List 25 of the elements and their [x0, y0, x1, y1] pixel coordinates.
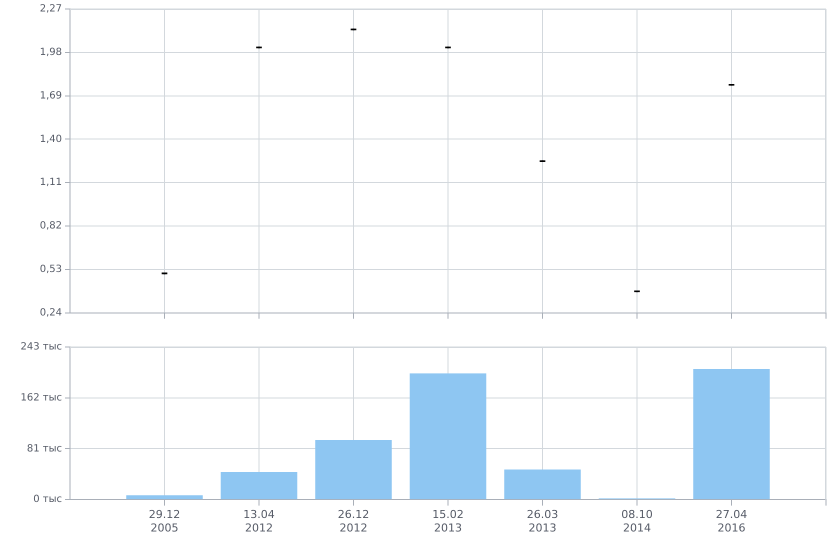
y-tick-label: 0 тыс: [33, 494, 62, 506]
x-tick-label: 27.04 2016: [716, 508, 748, 534]
y-tick-label: 81 тыс: [26, 443, 62, 454]
y-tick-label: 243 тыс: [20, 342, 62, 353]
x-tick-label: 29.12 2005: [148, 508, 180, 534]
x-tick-label: 26.03 2013: [526, 508, 558, 534]
y-tick-label: 0,53: [40, 264, 62, 275]
y-tick-label: 1,69: [40, 90, 62, 102]
x-tick-label: 26.12 2012: [338, 508, 370, 534]
y-tick-label: 2,27: [40, 4, 62, 15]
x-tick-label: 08.10 2014: [621, 508, 653, 534]
y-tick-label: 1,98: [40, 46, 62, 58]
bar: [315, 440, 392, 500]
bar: [504, 469, 581, 500]
x-tick-label: 13.04 2012: [243, 508, 275, 534]
y-tick-label: 1,11: [40, 177, 62, 188]
bar: [220, 472, 298, 500]
y-tick-label: 162 тыс: [20, 392, 62, 404]
bar: [410, 373, 486, 500]
y-tick-label: 0,24: [40, 307, 62, 318]
y-tick-label: 1,40: [40, 134, 62, 145]
bar: [126, 495, 203, 500]
x-tick-label: 15.02 2013: [432, 508, 464, 534]
bar: [693, 368, 770, 500]
y-tick-label: 0,82: [40, 220, 62, 232]
